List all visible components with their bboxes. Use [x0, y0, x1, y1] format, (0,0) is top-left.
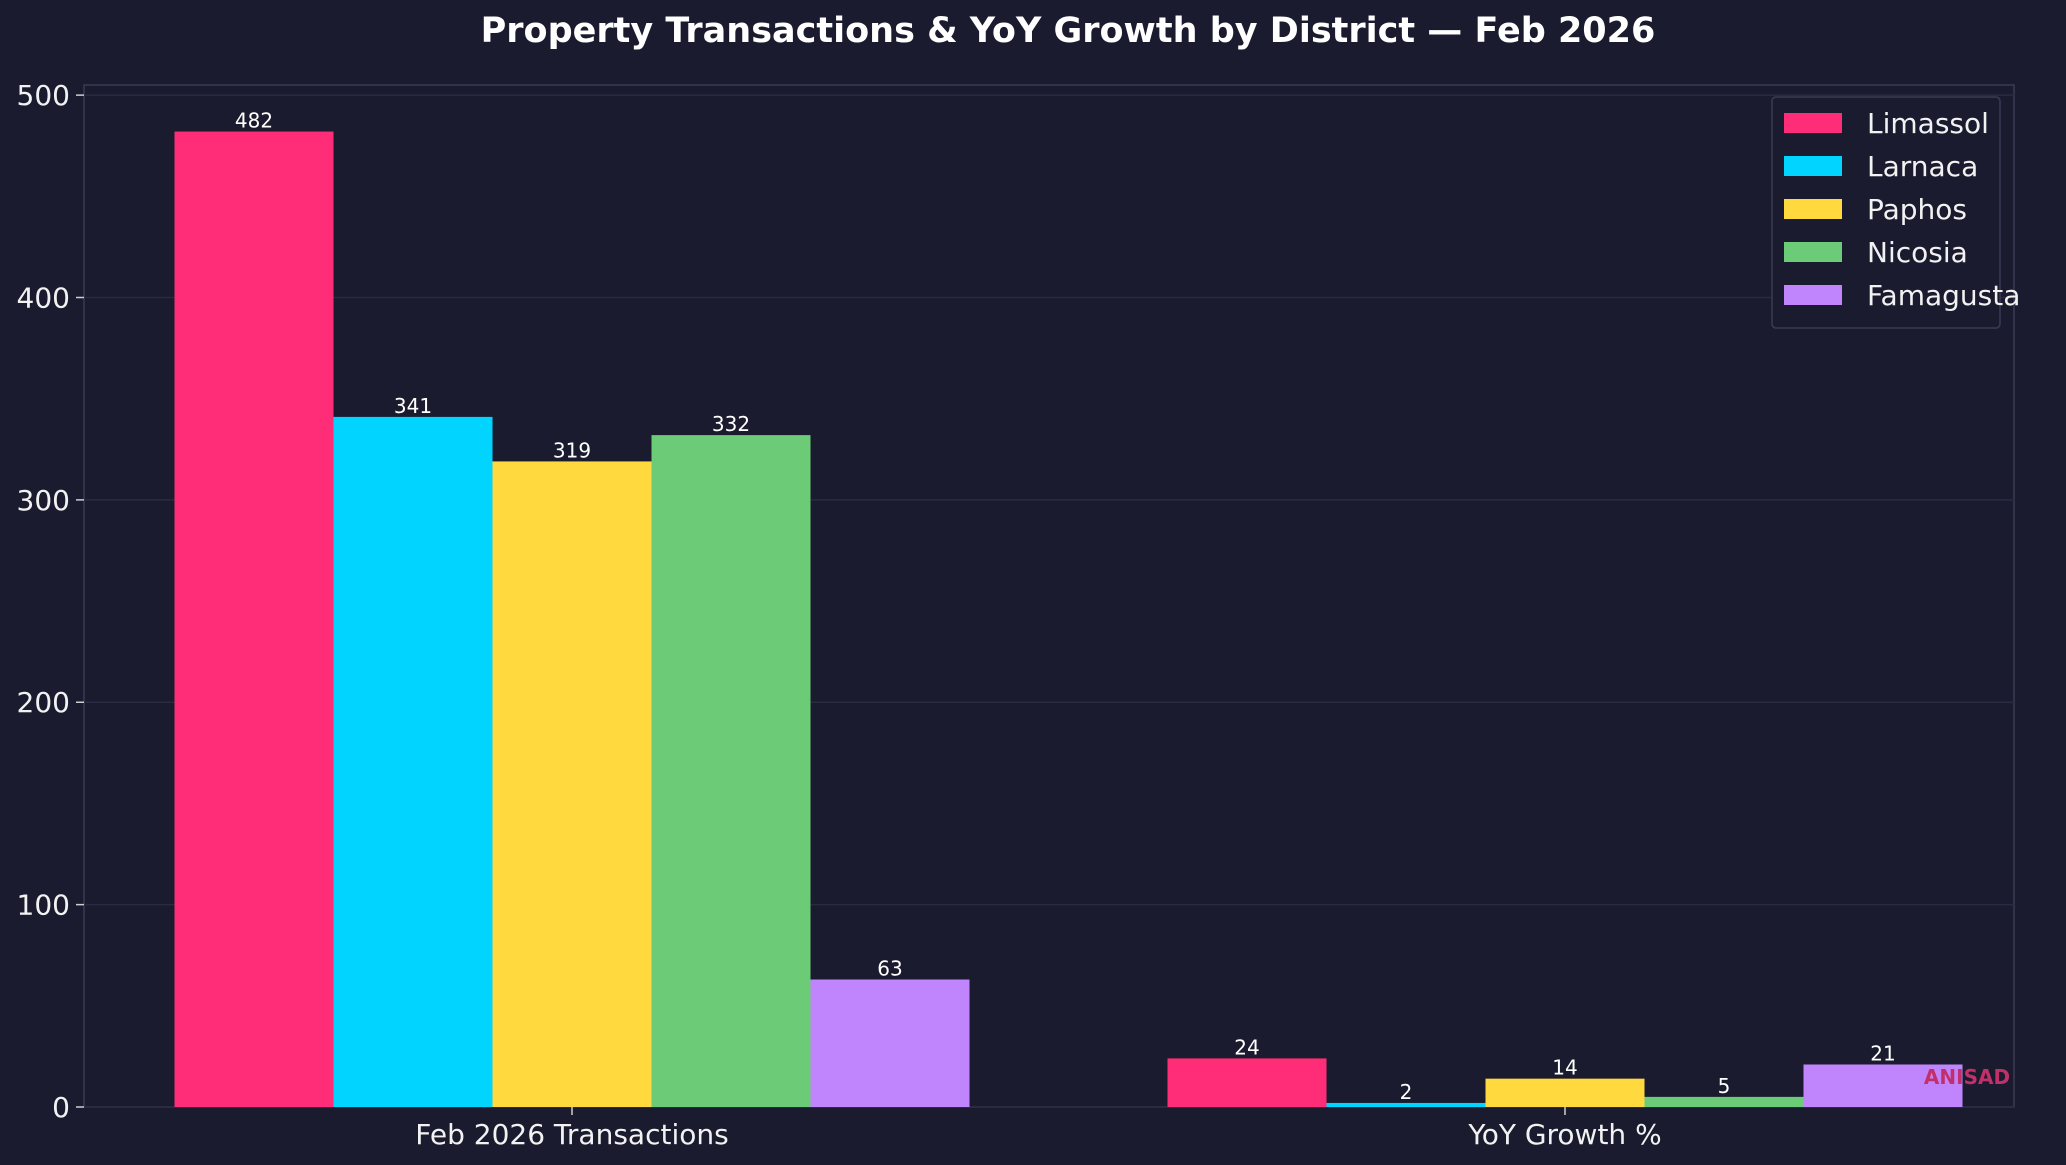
data-label: 24	[1234, 1035, 1259, 1059]
bar-paphos-1	[1485, 1078, 1645, 1107]
data-label: 5	[1718, 1074, 1731, 1098]
data-label: 332	[712, 412, 750, 436]
legend-swatch-limassol	[1784, 113, 1842, 133]
chart-title: Property Transactions & YoY Growth by Di…	[481, 11, 1656, 51]
bars	[174, 131, 1963, 1108]
legend-swatch-paphos	[1784, 199, 1842, 219]
y-tick-label: 500	[17, 79, 70, 112]
bar-larnaca-1	[1326, 1102, 1486, 1107]
bar-nicosia-0	[651, 435, 811, 1107]
data-label: 482	[235, 109, 273, 133]
data-label: 21	[1870, 1042, 1895, 1066]
y-tick-label: 200	[17, 686, 70, 719]
legend-label-larnaca: Larnaca	[1867, 150, 1978, 183]
data-label: 2	[1400, 1080, 1413, 1104]
bar-nicosia-1	[1644, 1096, 1804, 1107]
legend-swatch-nicosia	[1784, 242, 1842, 262]
bar-limassol-0	[174, 131, 334, 1108]
legend: Limassol Larnaca Paphos Nicosia Famagusta	[1771, 96, 2020, 329]
legend-label-nicosia: Nicosia	[1867, 236, 1968, 269]
watermark: ANISAD	[1924, 1065, 2010, 1089]
legend-swatch-larnaca	[1784, 156, 1842, 176]
y-tick-label: 400	[17, 281, 70, 314]
bar-limassol-1	[1167, 1058, 1327, 1107]
legend-label-paphos: Paphos	[1867, 193, 1967, 226]
data-label: 63	[877, 957, 902, 981]
legend-label-limassol: Limassol	[1867, 107, 1989, 140]
data-label: 341	[394, 394, 432, 418]
bar-famagusta-1	[1803, 1064, 1963, 1107]
x-tick-label: Feb 2026 Transactions	[415, 1118, 728, 1151]
bar-larnaca-0	[333, 416, 493, 1107]
x-tick-label: YoY Growth %	[1467, 1118, 1661, 1151]
bar-famagusta-0	[810, 979, 970, 1107]
bar-paphos-0	[492, 461, 652, 1107]
data-label: 14	[1552, 1056, 1577, 1080]
legend-swatch-famagusta	[1784, 285, 1842, 305]
y-tick-label: 100	[17, 889, 70, 922]
legend-box	[1771, 96, 2001, 329]
data-labels: 482 24 341 2 319 14 332 5 63 21	[235, 109, 1896, 1104]
y-tick-label: 0	[52, 1091, 70, 1124]
axes: 0 100 200 300 400 500 Feb 2026 Transactions YoY…	[17, 79, 1662, 1151]
y-tick-label: 300	[17, 484, 70, 517]
data-label: 319	[553, 438, 591, 462]
legend-label-famagusta: Famagusta	[1867, 279, 2020, 312]
